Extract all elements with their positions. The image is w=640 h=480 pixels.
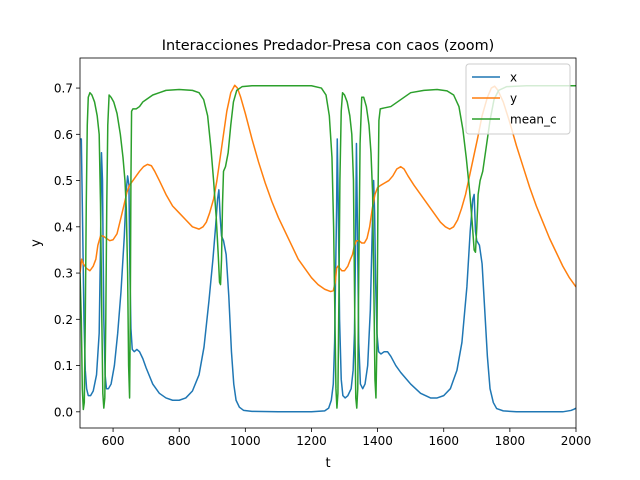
x-tick-label: 1000 xyxy=(230,434,261,448)
chart-title: Interacciones Predador-Presa con caos (z… xyxy=(162,38,494,54)
y-tick-label: 0.5 xyxy=(54,174,73,188)
y-axis-ticks: 0.0 0.1 0.2 0.3 0.4 0.5 0.6 0.7 xyxy=(54,82,80,419)
series-line-y xyxy=(80,84,576,293)
series-line-x xyxy=(80,138,576,413)
x-tick-label: 1200 xyxy=(296,434,327,448)
series-layer xyxy=(80,84,576,413)
y-tick-label: 0.6 xyxy=(54,128,73,142)
y-axis-label: y xyxy=(29,239,44,247)
x-tick-label: 600 xyxy=(102,434,125,448)
legend-label-x: x xyxy=(510,71,517,85)
x-tick-label: 1600 xyxy=(428,434,459,448)
plot-area xyxy=(79,57,577,429)
x-tick-label: 800 xyxy=(168,434,191,448)
y-tick-label: 0.7 xyxy=(54,82,73,96)
x-tick-label: 1800 xyxy=(495,434,526,448)
x-tick-label: 2000 xyxy=(561,434,592,448)
legend-label-y: y xyxy=(510,92,517,106)
legend: xy mean_c xyxy=(465,63,571,135)
y-tick-label: 0.2 xyxy=(54,313,73,327)
x-axis-ticks: 600 800 1000 1200 1400 1600 1800 2000 xyxy=(102,428,592,448)
y-tick-label: 0.3 xyxy=(54,267,73,281)
legend-entries: xy mean_c xyxy=(472,71,557,127)
x-tick-label: 1400 xyxy=(362,434,393,448)
legend-label-mean-c: mean_c xyxy=(510,113,557,127)
series-line-mean-c xyxy=(80,85,576,411)
y-tick-label: 0.0 xyxy=(54,405,73,419)
legend-box xyxy=(465,63,571,135)
plot-frame xyxy=(79,57,577,429)
y-tick-label: 0.4 xyxy=(54,220,73,234)
y-tick-label: 0.1 xyxy=(54,359,73,373)
x-axis-label: t xyxy=(325,456,330,471)
